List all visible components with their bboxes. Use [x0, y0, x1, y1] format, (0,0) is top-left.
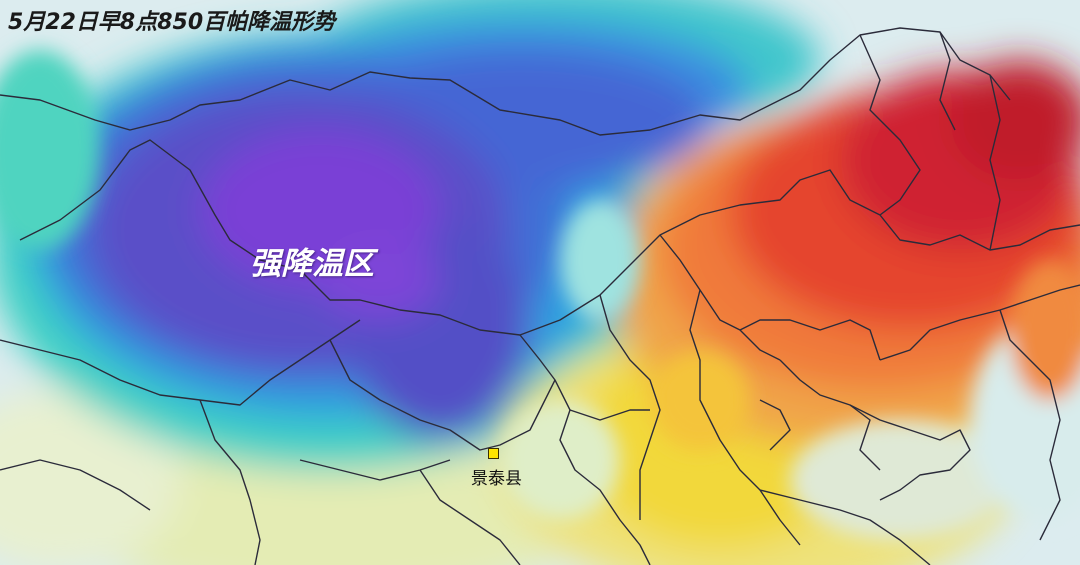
map-title: 5月22日早8点850百帕降温形势 — [8, 10, 336, 35]
city-label: 景泰县 — [471, 469, 522, 489]
boundary-lines — [0, 27, 1080, 565]
cold-zone-label: 强降温区 — [250, 246, 374, 282]
city-marker-icon — [488, 448, 499, 459]
